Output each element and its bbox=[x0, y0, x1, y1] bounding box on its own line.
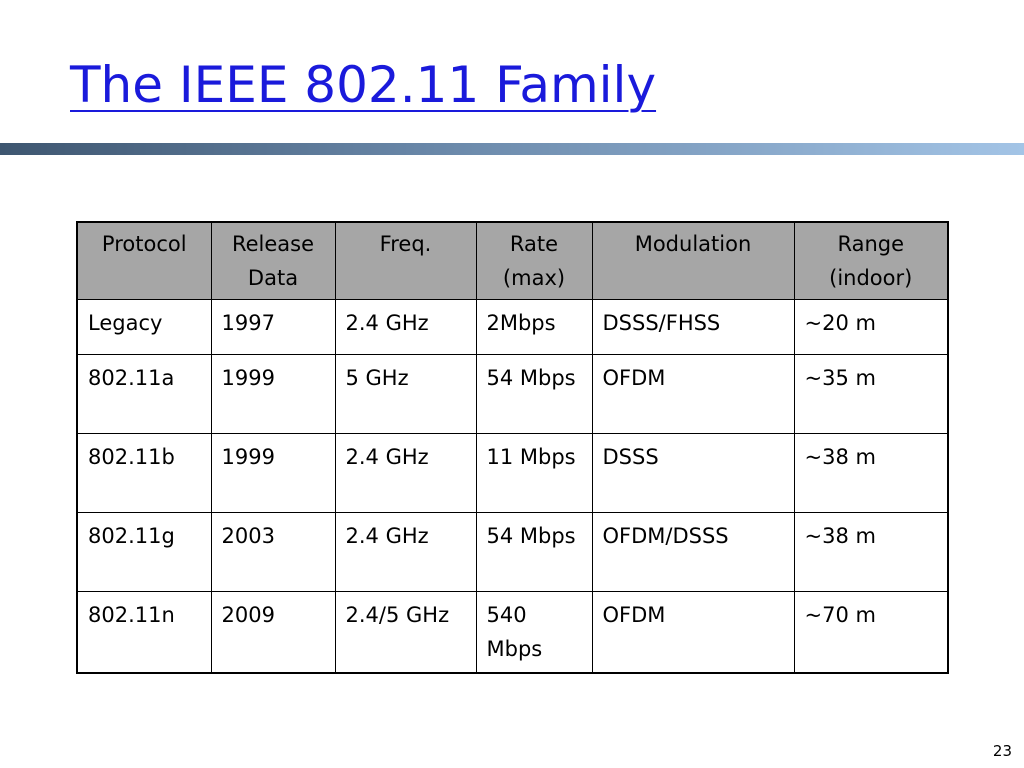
cell-modulation: DSSS bbox=[591, 433, 795, 513]
header-modulation: Modulation bbox=[591, 221, 795, 300]
header-rate: Rate (max) bbox=[475, 221, 593, 300]
cell-freq: 5 GHz bbox=[334, 354, 477, 434]
header-freq: Freq. bbox=[334, 221, 477, 300]
cell-protocol: 802.11g bbox=[76, 512, 212, 592]
cell-release: 1999 bbox=[210, 433, 336, 513]
cell-protocol: 802.11a bbox=[76, 354, 212, 434]
cell-freq: 2.4/5 GHz bbox=[334, 591, 477, 674]
header-protocol: Protocol bbox=[76, 221, 212, 300]
cell-modulation: OFDM bbox=[591, 591, 795, 674]
cell-freq: 2.4 GHz bbox=[334, 512, 477, 592]
cell-modulation: OFDM/DSSS bbox=[591, 512, 795, 592]
table-row: Legacy 1997 2.4 GHz 2Mbps DSSS/FHSS ~20 … bbox=[76, 299, 949, 355]
cell-protocol: 802.11n bbox=[76, 591, 212, 674]
slide-title: The IEEE 802.11 Family bbox=[70, 56, 657, 114]
table-header-row: Protocol Release Data Freq. Rate (max) M… bbox=[76, 221, 949, 300]
header-range: Range (indoor) bbox=[793, 221, 949, 300]
cell-range: ~20 m bbox=[793, 299, 949, 355]
cell-release: 1997 bbox=[210, 299, 336, 355]
table-row: 802.11n 2009 2.4/5 GHz 540 Mbps OFDM ~70… bbox=[76, 591, 949, 674]
cell-range: ~35 m bbox=[793, 354, 949, 434]
cell-rate: 54 Mbps bbox=[475, 512, 593, 592]
cell-modulation: OFDM bbox=[591, 354, 795, 434]
cell-release: 1999 bbox=[210, 354, 336, 434]
cell-rate: 54 Mbps bbox=[475, 354, 593, 434]
cell-release: 2003 bbox=[210, 512, 336, 592]
cell-rate: 2Mbps bbox=[475, 299, 593, 355]
table-row: 802.11a 1999 5 GHz 54 Mbps OFDM ~35 m bbox=[76, 354, 949, 434]
title-divider bbox=[0, 143, 1024, 155]
cell-rate: 540 Mbps bbox=[475, 591, 593, 674]
cell-freq: 2.4 GHz bbox=[334, 299, 477, 355]
cell-freq: 2.4 GHz bbox=[334, 433, 477, 513]
cell-range: ~38 m bbox=[793, 433, 949, 513]
table-row: 802.11g 2003 2.4 GHz 54 Mbps OFDM/DSSS ~… bbox=[76, 512, 949, 592]
cell-modulation: DSSS/FHSS bbox=[591, 299, 795, 355]
table-row: 802.11b 1999 2.4 GHz 11 Mbps DSSS ~38 m bbox=[76, 433, 949, 513]
cell-release: 2009 bbox=[210, 591, 336, 674]
cell-rate: 11 Mbps bbox=[475, 433, 593, 513]
cell-range: ~38 m bbox=[793, 512, 949, 592]
cell-range: ~70 m bbox=[793, 591, 949, 674]
cell-protocol: Legacy bbox=[76, 299, 212, 355]
cell-protocol: 802.11b bbox=[76, 433, 212, 513]
page-number: 23 bbox=[992, 742, 1012, 760]
protocol-table: Protocol Release Data Freq. Rate (max) M… bbox=[76, 221, 949, 674]
header-release-data: Release Data bbox=[210, 221, 336, 300]
